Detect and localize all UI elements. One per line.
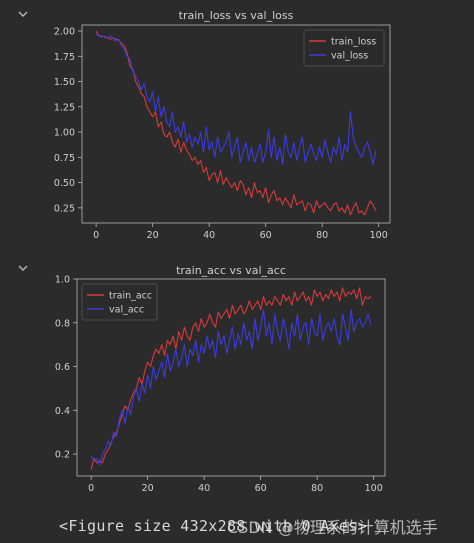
loss-chart: train_loss vs val_loss 0 20 40 60 80 100 0.25 0.…: [54, 9, 391, 241]
plot-frame: [81, 24, 391, 224]
y-tick-label: 1.75: [54, 52, 75, 63]
x-tick-label: 40: [203, 230, 215, 241]
y-tick-label: 1.0: [55, 275, 70, 286]
chart-legend: train_loss val_loss: [303, 29, 385, 67]
legend-label-val_loss: val_loss: [331, 51, 368, 62]
x-tick-label: 60: [255, 483, 267, 494]
chart-title: train_loss vs val_loss: [179, 9, 294, 22]
chart-legend: train_acc val_acc: [81, 283, 158, 321]
y-tick-label: 0.2: [55, 450, 70, 461]
legend-label-train_acc: train_acc: [109, 291, 152, 302]
y-tick-label: 0.25: [54, 203, 75, 214]
y-tick-label: 1.25: [54, 102, 75, 113]
legend-label-val_acc: val_acc: [109, 305, 144, 316]
series-line-train_acc: [90, 287, 372, 470]
x-tick-label: 80: [316, 230, 328, 241]
x-tick-label: 0: [88, 483, 94, 494]
figure-output-text: <Figure size 432x288 with 0 Axes>: [59, 517, 367, 535]
y-tick-label: 1.50: [54, 77, 75, 88]
x-tick-label: 80: [311, 483, 323, 494]
x-tick-label: 20: [147, 230, 159, 241]
legend-box: [81, 283, 158, 321]
accuracy-chart: train_acc vs val_acc 0 20 40 60 80 100 0.2 0.4 0.…: [55, 264, 386, 494]
x-tick-label: 0: [93, 230, 99, 241]
series-line-val_acc: [90, 309, 372, 466]
chevron-down-icon[interactable]: [17, 262, 29, 274]
y-tick-label: 0.75: [54, 153, 75, 164]
legend-label-train_loss: train_loss: [331, 37, 376, 48]
chart-title: train_acc vs val_acc: [176, 264, 286, 277]
y-tick-label: 0.4: [55, 406, 70, 417]
legend-box: [303, 29, 385, 67]
y-tick-label: 1.00: [54, 128, 75, 139]
x-tick-label: 100: [365, 483, 383, 494]
x-tick-label: 40: [198, 483, 210, 494]
x-tick-label: 60: [260, 230, 272, 241]
plot-frame: [76, 278, 386, 477]
series-line-train_loss: [95, 30, 377, 216]
watermark-text: CSDN @物理系的计算机选手: [227, 518, 438, 537]
y-tick-label: 0.8: [55, 318, 70, 329]
y-tick-label: 2.00: [54, 27, 75, 38]
y-tick-label: 0.6: [55, 362, 70, 373]
x-tick-label: 100: [370, 230, 388, 241]
chevron-down-icon[interactable]: [17, 8, 29, 20]
y-tick-label: 0.50: [54, 178, 75, 189]
x-tick-label: 20: [142, 483, 154, 494]
series-line-val_loss: [95, 33, 377, 165]
